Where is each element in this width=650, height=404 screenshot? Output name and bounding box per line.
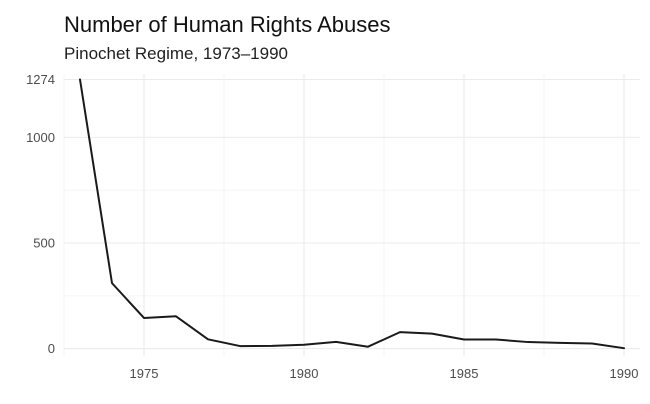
series-layer xyxy=(79,78,625,350)
chart-subtitle: Pinochet Regime, 1973–1990 xyxy=(64,44,288,63)
data-point xyxy=(111,282,113,284)
data-point xyxy=(207,338,209,340)
data-point xyxy=(143,317,145,319)
data-point xyxy=(623,347,625,349)
y-axis-ticks: 0 500 1000 1274 xyxy=(26,72,55,356)
series-line xyxy=(79,78,625,350)
x-tick-label: 1975 xyxy=(130,366,159,381)
data-point xyxy=(239,345,241,347)
data-point xyxy=(463,339,465,341)
data-point xyxy=(303,344,305,346)
data-point xyxy=(175,315,177,317)
x-axis-ticks: 1975 1980 1985 1990 xyxy=(130,366,639,381)
y-tick-label: 1000 xyxy=(26,130,55,145)
x-tick-label: 1985 xyxy=(450,366,479,381)
data-point xyxy=(367,346,369,348)
y-tick-label: 500 xyxy=(33,235,55,250)
data-point xyxy=(399,331,401,333)
y-tick-label: 1274 xyxy=(26,72,55,87)
data-point xyxy=(559,342,561,344)
data-point xyxy=(495,339,497,341)
data-point xyxy=(527,341,529,343)
y-tick-label: 0 xyxy=(48,341,55,356)
data-point xyxy=(335,341,337,343)
data-point xyxy=(431,333,433,335)
data-point xyxy=(79,78,81,80)
data-point xyxy=(271,345,273,347)
grid-lines xyxy=(63,74,640,356)
x-tick-label: 1990 xyxy=(610,366,639,381)
x-tick-label: 1980 xyxy=(290,366,319,381)
data-point xyxy=(591,343,593,345)
chart-title: Number of Human Rights Abuses xyxy=(64,12,391,37)
